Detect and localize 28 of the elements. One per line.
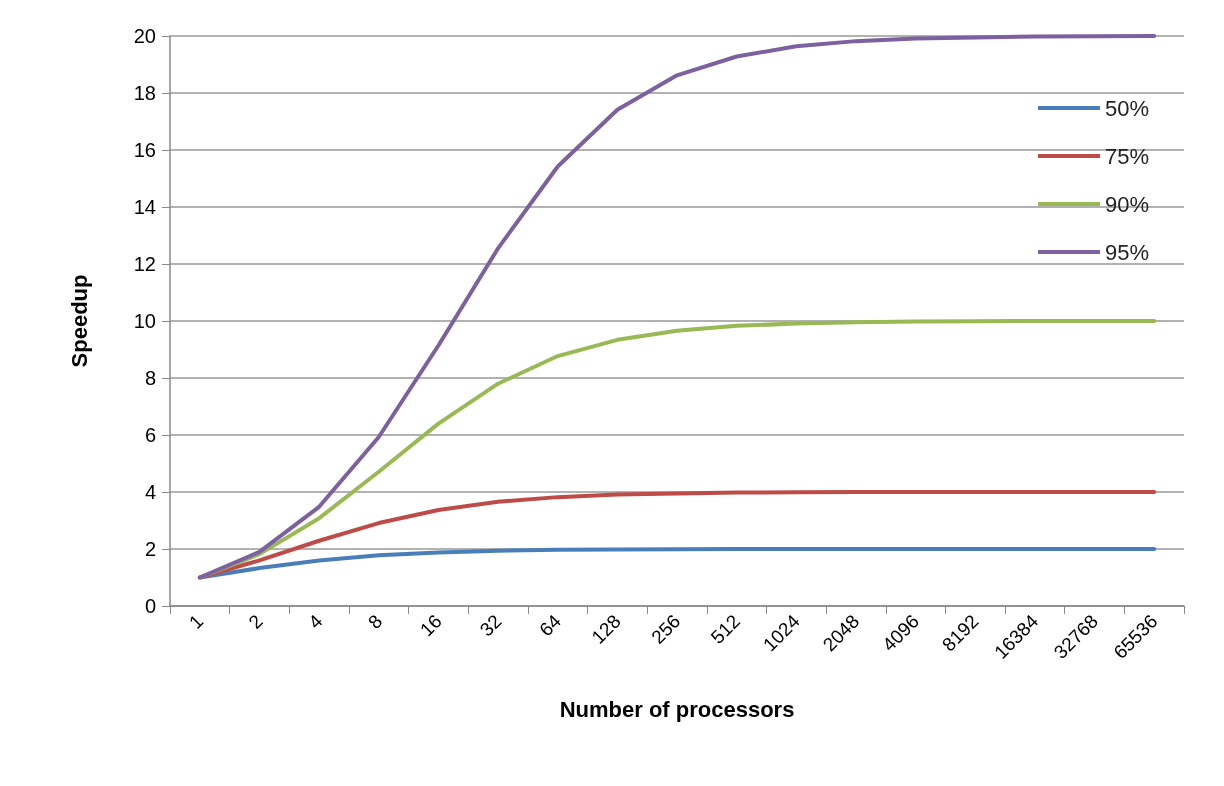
y-axis-title: Speedup bbox=[66, 274, 92, 368]
y-tick-label: 12 bbox=[133, 253, 156, 275]
y-tick-label: 10 bbox=[133, 310, 156, 332]
legend-label: 90% bbox=[1104, 191, 1150, 217]
legend-label: 50% bbox=[1104, 95, 1150, 121]
x-tick-label: 64 bbox=[535, 610, 566, 641]
y-tick-label: 0 bbox=[144, 595, 156, 617]
x-axis-title: Number of processors bbox=[559, 696, 795, 722]
y-tick-label: 4 bbox=[144, 481, 156, 503]
x-tick-label: 128 bbox=[587, 610, 625, 648]
y-tick-label: 8 bbox=[144, 367, 156, 389]
x-tick-label: 512 bbox=[706, 610, 745, 648]
y-tick-label: 6 bbox=[144, 424, 156, 446]
x-tick-label: 256 bbox=[647, 610, 685, 648]
x-tick-label: 2 bbox=[244, 610, 267, 633]
line-series bbox=[197, 34, 1157, 580]
x-tick-label: 4 bbox=[304, 610, 327, 633]
x-tick-label: 1 bbox=[184, 610, 208, 633]
y-tick-label: 16 bbox=[133, 139, 156, 161]
x-tick-label: 32 bbox=[475, 610, 506, 641]
y-tick-label: 2 bbox=[144, 538, 156, 560]
x-tick-label: 8 bbox=[363, 610, 387, 633]
y-tick-label: 18 bbox=[133, 82, 156, 104]
y-tick-label: 14 bbox=[133, 196, 156, 218]
y-tick-label: 20 bbox=[133, 25, 156, 47]
legend-label: 75% bbox=[1104, 143, 1150, 169]
legend-label: 95% bbox=[1104, 239, 1150, 265]
x-tick-label: 16 bbox=[416, 610, 446, 641]
